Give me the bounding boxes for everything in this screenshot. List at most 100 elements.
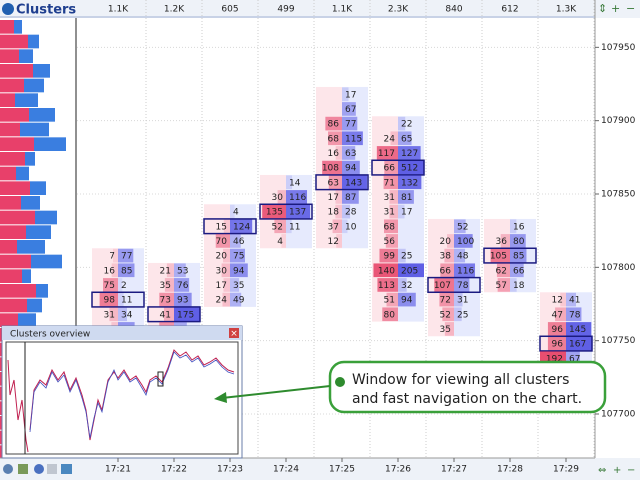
ask-value: 132	[401, 178, 418, 188]
bid-cell	[322, 160, 342, 175]
cluster-layer: 7771685752981131341886215335767393411757…	[91, 86, 593, 366]
settings-icon[interactable]	[3, 464, 13, 474]
profile-ask	[27, 298, 42, 313]
info-icon[interactable]	[34, 464, 44, 474]
ask-value: 2	[121, 281, 127, 291]
bid-cell	[274, 219, 286, 234]
ask-value: 28	[345, 208, 357, 218]
bid-cell	[281, 234, 286, 248]
ask-cell	[398, 292, 416, 307]
overview-price-line-2	[29, 351, 235, 439]
scale-icon[interactable]	[18, 464, 28, 474]
ask-cell	[342, 131, 363, 146]
ask-value: 25	[401, 252, 412, 262]
bid-value: 24	[216, 296, 228, 306]
bid-cell	[335, 204, 342, 219]
ask-value: 48	[457, 252, 469, 262]
ask-cell	[398, 248, 406, 263]
profile-bid	[0, 284, 36, 298]
ask-cell	[342, 204, 351, 219]
overview-price-line	[7, 349, 235, 453]
bid-cell	[490, 248, 510, 263]
callout-dot	[335, 377, 345, 387]
overview-viewport[interactable]	[157, 371, 164, 387]
callout-line: and fast navigation on the chart.	[352, 391, 582, 407]
scroll-left[interactable]: ⇔	[598, 465, 606, 476]
bid-cell	[390, 131, 398, 146]
ask-value: 94	[233, 266, 245, 276]
bid-value: 20	[440, 237, 452, 247]
save-icon[interactable]	[47, 464, 57, 474]
bid-value: 4	[277, 237, 283, 247]
ask-value: 78	[569, 310, 581, 320]
price-label: 107850	[601, 190, 636, 200]
ask-cell	[230, 278, 240, 292]
profile-ask	[20, 122, 49, 137]
ask-cell	[398, 278, 407, 292]
bid-cell	[262, 204, 286, 219]
bid-value: 70	[216, 237, 228, 247]
ask-value: 78	[457, 281, 469, 291]
header-arrow[interactable]: ⇕	[598, 2, 607, 15]
ask-value: 81	[401, 193, 412, 203]
profile-ask	[29, 108, 55, 122]
ask-value: 143	[345, 178, 362, 188]
ask-value: 49	[233, 296, 245, 306]
cluster-volume: 1.1K	[108, 5, 129, 15]
max-volume-box	[371, 159, 425, 176]
bid-cell	[386, 292, 398, 307]
bid-cell	[163, 307, 174, 322]
ask-cell	[342, 160, 360, 175]
scroll-zoom-in[interactable]: +	[613, 465, 621, 476]
bid-cell	[335, 146, 342, 160]
time-label: 17:23	[217, 465, 243, 475]
profile-bid	[0, 298, 27, 313]
overview-window[interactable]: Clusters overview ×	[1, 325, 243, 459]
profile-bid	[0, 93, 15, 107]
ask-cell	[510, 234, 526, 248]
screenshot-icon[interactable]	[61, 464, 72, 474]
header-rule	[0, 16, 595, 18]
overview-close[interactable]	[229, 328, 239, 338]
time-label: 17:22	[161, 465, 187, 475]
bid-value: 57	[496, 281, 507, 291]
bid-value: 16	[104, 266, 116, 276]
bid-cell	[223, 278, 230, 292]
profile-bid	[0, 137, 34, 151]
ask-cell	[510, 219, 517, 234]
profile-bid	[0, 225, 26, 239]
bid-value: 52	[272, 222, 283, 232]
bid-value: 37	[328, 222, 339, 232]
profile-bid	[0, 313, 18, 327]
ask-value: 175	[177, 310, 194, 320]
ask-value: 46	[233, 237, 245, 247]
ask-cell	[230, 204, 235, 219]
bid-value: 12	[328, 237, 339, 247]
profile-ask	[14, 20, 22, 34]
bid-cell	[215, 234, 230, 248]
profile-bid	[0, 108, 29, 122]
zoom-in[interactable]: +	[611, 2, 620, 15]
ask-value: 17	[401, 208, 412, 218]
bid-value: 52	[440, 310, 451, 320]
bid-value: 16	[328, 149, 340, 159]
bid-value: 86	[328, 120, 340, 130]
ask-value: 14	[289, 178, 301, 188]
cluster-bg-bid	[204, 204, 230, 307]
scroll-zoom-out[interactable]: −	[627, 465, 635, 476]
ask-cell	[510, 263, 524, 278]
bid-cell	[379, 248, 398, 263]
ask-value: 94	[401, 296, 413, 306]
bid-cell	[159, 292, 174, 307]
ask-value: 116	[289, 193, 306, 203]
ask-value: 18	[513, 281, 525, 291]
ask-cell	[398, 204, 405, 219]
bid-cell	[277, 190, 286, 204]
ask-cell	[118, 263, 135, 278]
ask-value: 145	[569, 325, 586, 335]
bid-cell	[222, 292, 230, 307]
ask-cell	[566, 292, 577, 307]
profile-ask	[16, 166, 29, 181]
bid-value: 30	[216, 266, 228, 276]
zoom-out[interactable]: −	[626, 2, 635, 15]
